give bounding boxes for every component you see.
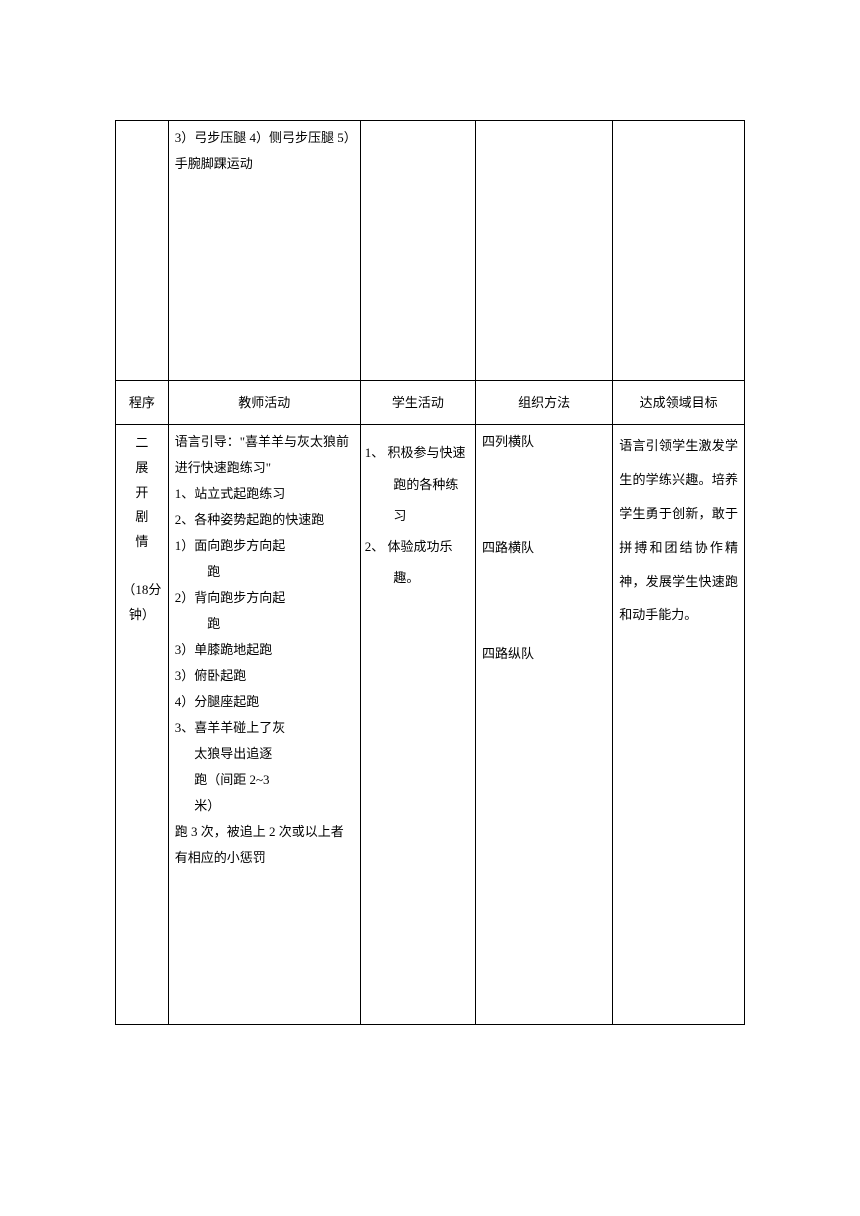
teacher-sub: 3）俯卧起跑 [175,663,354,689]
table-row: 二展开剧情 （18分钟） 语言引导："喜羊羊与灰太狼前进行快速跑练习" 1、站立… [116,425,745,1025]
teacher-sub: 2）背向跑步方向起 跑 [175,585,354,637]
empty-cell [360,121,475,381]
teacher-item: 3、喜羊羊碰上了灰 太狼导出追逐 跑（间距 2~3 米） [175,715,354,819]
teacher-cell: 语言引导："喜羊羊与灰太狼前进行快速跑练习" 1、站立式起跑练习 2、各种姿势起… [168,425,360,1025]
org-item: 四路纵队 [482,641,606,667]
student-item: 2、 体验成功乐趣。 [365,531,471,593]
student-item: 1、 积极参与快速跑的各种练习 [365,437,471,531]
org-item: 四路横队 [482,535,606,561]
org-item: 四列横队 [482,429,606,455]
goal-cell: 语言引领学生激发学生的学练兴趣。培养学生勇于创新，敢于拼搏和团结协作精神，发展学… [613,425,745,1025]
header-program: 程序 [116,381,169,425]
teacher-item: 1、站立式起跑练习 [175,481,354,507]
org-cell: 四列横队 四路横队 四路纵队 [476,425,613,1025]
program-cell: 二展开剧情 （18分钟） [116,425,169,1025]
teacher-sub: 3）单膝跪地起跑 [175,637,354,663]
empty-cell [116,121,169,381]
teacher-item: 2、各种姿势起跑的快速跑 [175,507,354,533]
teacher-prev-text: 3）弓步压腿 4）侧弓步压腿 5）手腕脚踝运动 [175,130,351,171]
header-student: 学生活动 [360,381,475,425]
program-title: 二展开剧情 [118,431,166,554]
teacher-sub: 1）面向跑步方向起 跑 [175,533,354,585]
teacher-cell-prev: 3）弓步压腿 4）侧弓步压腿 5）手腕脚踝运动 [168,121,360,381]
program-time: （18分钟） [118,578,166,627]
empty-cell [476,121,613,381]
lesson-plan-table: 3）弓步压腿 4）侧弓步压腿 5）手腕脚踝运动 程序 教师活动 学生活动 组织方… [115,120,745,1025]
student-cell: 1、 积极参与快速跑的各种练习 2、 体验成功乐趣。 [360,425,475,1025]
header-teacher: 教师活动 [168,381,360,425]
teacher-sub: 4）分腿座起跑 [175,689,354,715]
goal-text: 语言引领学生激发学生的学练兴趣。培养学生勇于创新，敢于拼搏和团结协作精神，发展学… [619,438,738,622]
header-org: 组织方法 [476,381,613,425]
header-goal: 达成领域目标 [613,381,745,425]
empty-cell [613,121,745,381]
table-row: 3）弓步压腿 4）侧弓步压腿 5）手腕脚踝运动 [116,121,745,381]
teacher-intro: 语言引导："喜羊羊与灰太狼前进行快速跑练习" [175,429,354,481]
teacher-note: 跑 3 次，被追上 2 次或以上者有相应的小惩罚 [175,819,354,871]
header-row: 程序 教师活动 学生活动 组织方法 达成领域目标 [116,381,745,425]
